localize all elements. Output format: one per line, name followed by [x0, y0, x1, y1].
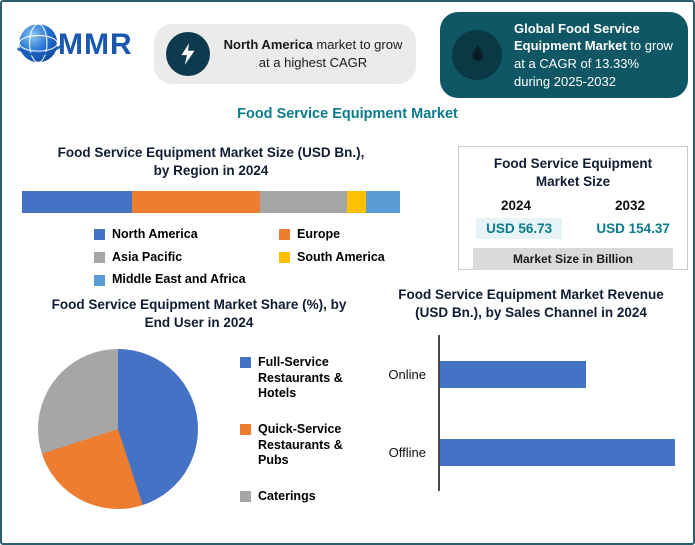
globe-icon [16, 23, 64, 63]
enduser-legend-item-1-swatch [240, 423, 251, 435]
sales-bar-online [440, 360, 586, 388]
year-2024: 2024 [500, 198, 532, 214]
enduser-legend-item-1-label: Quick-Service Restaurants & Pubs [258, 421, 343, 468]
region-segment-2 [260, 191, 348, 214]
badge2-text: Global Food Service Equipment Market to … [514, 20, 676, 90]
enduser-legend: Full-Service Restaurants & Hotels Quick-S… [240, 355, 362, 524]
global-cagr-badge: Global Food Service Equipment Market to … [440, 12, 688, 98]
enduser-pie [38, 349, 198, 510]
market-size-panel-title: Food Service Equipment Market Size [493, 156, 653, 189]
value-2024: USD 56.73 [476, 218, 563, 240]
badge2-bold-text: Global Food Service Equipment Market [514, 20, 640, 54]
region-legend-item-4-label: Middle East and Africa [112, 272, 246, 287]
lightning-icon [166, 32, 210, 76]
logo-text: MMR [58, 28, 133, 61]
page-title: Food Service Equipment Market [237, 106, 458, 122]
region-segment-3 [347, 191, 366, 214]
region-stacked-bar [22, 191, 400, 214]
enduser-legend-item-2: Caterings [240, 489, 362, 505]
sales-label-online: Online [388, 366, 426, 382]
sales-rows: Online Offline [380, 335, 682, 492]
region-legend-item-0-label: North America [112, 227, 198, 242]
region-legend-item-1-label: Europe [297, 227, 341, 242]
sales-chart-section: Food Service Equipment Market Revenue (U… [380, 286, 682, 492]
badge2-rest-text: to grow at a CAGR of 13.33% during 2025-… [514, 38, 673, 89]
region-segment-0 [22, 191, 132, 214]
market-size-panel: Food Service Equipment Market Size 2024 … [458, 146, 688, 271]
region-legend: North America Europe Asia Pacific South Ame… [22, 227, 400, 288]
region-legend-item-1-swatch [279, 229, 290, 241]
region-legend-item-0-swatch [94, 229, 105, 241]
market-size-values: USD 56.73 USD 154.37 [459, 218, 687, 240]
region-chart-section: Food Service Equipment Market Size (USD … [22, 144, 400, 288]
enduser-legend-item-1: Quick-Service Restaurants & Pubs [240, 422, 362, 469]
region-segment-4 [365, 191, 400, 214]
mmr-logo: MMR [14, 14, 154, 76]
enduser-legend-item-2-swatch [240, 490, 251, 502]
badge1-rest-text: market to grow at a highest CAGR [258, 37, 403, 70]
sales-label-offline: Offline [388, 444, 426, 460]
badge1-text: North America market to grow at a highes… [222, 36, 404, 71]
sales-bar-offline [440, 438, 675, 466]
region-legend-item-2: Asia Pacific [94, 250, 279, 266]
sales-row-offline: Offline [380, 413, 682, 492]
sales-bar-area-offline [438, 413, 682, 492]
sales-chart-title: Food Service Equipment Market Revenue (U… [398, 287, 664, 320]
region-chart-title: Food Service Equipment Market Size (USD … [57, 145, 365, 178]
badge1-bold-text: North America [223, 37, 313, 53]
region-legend-item-2-label: Asia Pacific [112, 249, 183, 264]
enduser-pie-wrap: Full-Service Restaurants & Hotels Quick-S… [20, 349, 378, 524]
enduser-pie-title: Food Service Equipment Market Share (%),… [51, 297, 347, 330]
market-size-years: 2024 2032 [459, 198, 687, 213]
enduser-legend-item-2-label: Caterings [258, 488, 316, 503]
north-america-cagr-badge: North America market to grow at a highes… [154, 24, 416, 84]
enduser-pie-section: Food Service Equipment Market Share (%),… [20, 296, 378, 524]
sales-row-online: Online [380, 335, 682, 414]
region-legend-item-1: Europe [279, 227, 400, 243]
enduser-legend-item-0-label: Full-Service Restaurants & Hotels [258, 355, 343, 401]
region-legend-item-4: Middle East and Africa [94, 272, 279, 288]
year-2032: 2032 [614, 198, 646, 214]
flame-icon [452, 30, 502, 80]
sales-bar-area-online [438, 335, 682, 414]
region-segment-1 [131, 191, 261, 214]
market-size-footnote: Market Size in Billion [472, 248, 674, 271]
value-2032: USD 154.37 [596, 221, 670, 237]
enduser-legend-item-0-swatch [240, 357, 251, 369]
region-legend-item-4-swatch [94, 274, 105, 286]
region-legend-item-2-swatch [94, 252, 105, 264]
region-legend-item-0: North America [94, 227, 279, 243]
region-legend-item-3: South America [279, 250, 400, 266]
region-legend-item-3-label: South America [297, 249, 385, 264]
region-legend-item-3-swatch [279, 252, 290, 264]
enduser-legend-item-0: Full-Service Restaurants & Hotels [240, 355, 362, 402]
